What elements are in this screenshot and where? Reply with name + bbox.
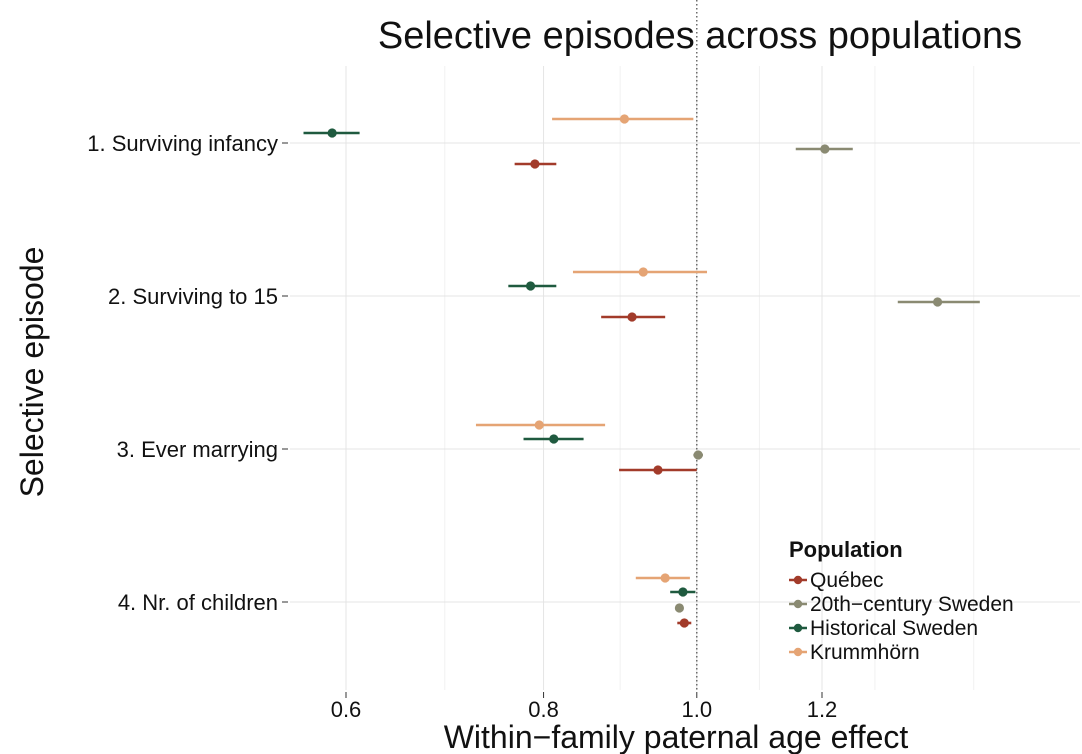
series-krummh-rn bbox=[475, 114, 708, 583]
y-tick-label: 4. Nr. of children bbox=[118, 590, 278, 615]
plot-area bbox=[290, 0, 1080, 690]
series-qu-bec bbox=[514, 159, 697, 628]
legend-title: Population bbox=[789, 537, 903, 562]
legend-entry-label: Historical Sweden bbox=[810, 617, 978, 640]
legend-entry: Québec bbox=[789, 569, 884, 592]
point-estimate bbox=[653, 465, 663, 475]
x-tick-label: 1.2 bbox=[807, 697, 838, 722]
legend-entry-label: Krummhörn bbox=[810, 641, 920, 664]
x-axis-ticks: 0.6 0.8 1.0 1.2 bbox=[331, 692, 838, 722]
point-estimate bbox=[327, 128, 337, 138]
x-axis-label: Within−family paternal age effect bbox=[444, 719, 909, 754]
legend-key-dot bbox=[793, 647, 803, 657]
point-estimate bbox=[820, 144, 830, 154]
point-estimate bbox=[638, 267, 648, 277]
legend-key-dot bbox=[793, 575, 803, 585]
point-estimate bbox=[619, 114, 630, 124]
x-tick-label: 0.8 bbox=[528, 697, 559, 722]
y-axis-ticks: 1. Surviving infancy 2. Surviving to 15 3.… bbox=[87, 131, 288, 615]
legend-key-dot bbox=[793, 599, 803, 609]
point-estimate bbox=[679, 618, 689, 628]
series-historical-sweden bbox=[303, 128, 696, 597]
point-estimate bbox=[660, 573, 670, 583]
legend-entry: 20th−century Sweden bbox=[789, 593, 1014, 616]
y-tick-label: 2. Surviving to 15 bbox=[108, 284, 278, 309]
point-estimate bbox=[534, 420, 544, 430]
point-estimate bbox=[627, 312, 637, 322]
point-estimate bbox=[693, 450, 703, 460]
legend-key-dot bbox=[793, 623, 803, 633]
x-tick-label: 1.0 bbox=[681, 697, 712, 722]
point-estimate bbox=[549, 434, 559, 444]
point-estimate bbox=[674, 603, 685, 613]
legend-entry-label: 20th−century Sweden bbox=[810, 593, 1014, 616]
y-tick-label: 3. Ever marrying bbox=[117, 437, 278, 462]
y-tick-label: 1. Surviving infancy bbox=[87, 131, 278, 156]
point-estimate bbox=[678, 587, 688, 597]
legend-entry: Krummhörn bbox=[789, 641, 920, 664]
point-estimate bbox=[525, 281, 536, 291]
series-20th-century-sweden bbox=[674, 144, 980, 613]
legend-entry-label: Québec bbox=[810, 569, 884, 592]
legend-entry: Historical Sweden bbox=[789, 617, 978, 640]
point-estimate bbox=[530, 159, 540, 169]
y-axis-label: Selective episode bbox=[14, 247, 50, 498]
point-estimate bbox=[932, 297, 943, 307]
x-tick-label: 0.6 bbox=[331, 697, 362, 722]
chart-title: Selective episodes across populations bbox=[378, 15, 1022, 57]
